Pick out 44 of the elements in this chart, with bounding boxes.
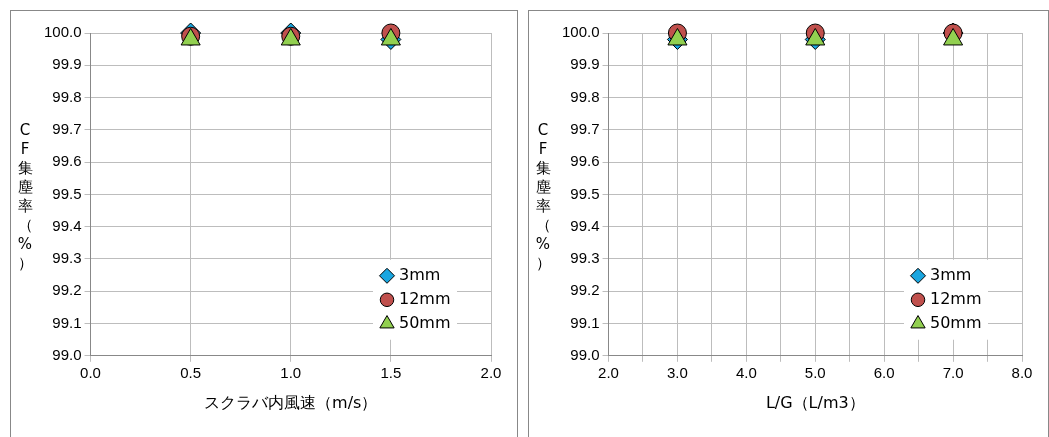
x-tick-label: 4.0 — [735, 363, 757, 381]
x-axis-title: L/G（L/m3） — [765, 392, 865, 412]
x-tick-label: 2.0 — [480, 363, 502, 381]
legend-label: 12mm — [399, 288, 451, 308]
legend-label: 50mm — [399, 312, 451, 332]
y-tick-label: 100.0 — [43, 23, 82, 41]
y-tick-label: 99.3 — [52, 249, 82, 267]
y-tick-label: 99.4 — [52, 216, 82, 234]
y-tick-label: 99.9 — [570, 55, 600, 73]
y-tick-label: 99.0 — [570, 345, 600, 363]
x-tick-label: 0.0 — [80, 363, 101, 381]
x-axis-title: スクラバ内風速（m/s） — [204, 392, 378, 412]
y-tick-label: 99.9 — [52, 55, 82, 73]
y-tick-label: 99.7 — [570, 119, 600, 137]
legend-label: 3mm — [399, 264, 441, 284]
y-tick-label: 99.8 — [570, 87, 600, 105]
x-tick-label: 1.0 — [280, 363, 302, 381]
y-tick-label: 99.5 — [570, 184, 600, 202]
y-tick-label: 99.2 — [570, 281, 600, 299]
x-tick-label: 7.0 — [942, 363, 964, 381]
y-axis-title: CF集塵率（%） — [16, 121, 34, 273]
y-tick-label: 99.6 — [570, 152, 600, 170]
y-tick-label: 99.4 — [570, 216, 600, 234]
y-tick-label: 99.3 — [570, 249, 600, 267]
y-tick-label: 99.5 — [52, 184, 82, 202]
legend-label: 50mm — [930, 312, 982, 332]
x-tick-label: 6.0 — [873, 363, 895, 381]
x-tick-label: 3.0 — [667, 363, 688, 381]
x-tick-label: 5.0 — [804, 363, 826, 381]
y-tick-label: 99.7 — [52, 119, 82, 137]
y-tick-label: 99.6 — [52, 152, 82, 170]
y-tick-label: 99.2 — [52, 281, 82, 299]
x-tick-label: 1.5 — [380, 363, 402, 381]
y-axis-title: CF集塵率（%） — [534, 121, 552, 273]
y-tick-label: 99.1 — [570, 313, 600, 331]
x-tick-label: 2.0 — [598, 363, 619, 381]
x-tick-label: 0.5 — [180, 363, 202, 381]
legend-label: 3mm — [930, 264, 972, 284]
y-tick-label: 100.0 — [561, 23, 600, 41]
x-tick-label: 8.0 — [1011, 363, 1033, 381]
y-tick-label: 99.1 — [52, 313, 82, 331]
y-tick-label: 99.8 — [52, 87, 82, 105]
legend-label: 12mm — [930, 288, 982, 308]
y-tick-label: 99.0 — [52, 345, 82, 363]
